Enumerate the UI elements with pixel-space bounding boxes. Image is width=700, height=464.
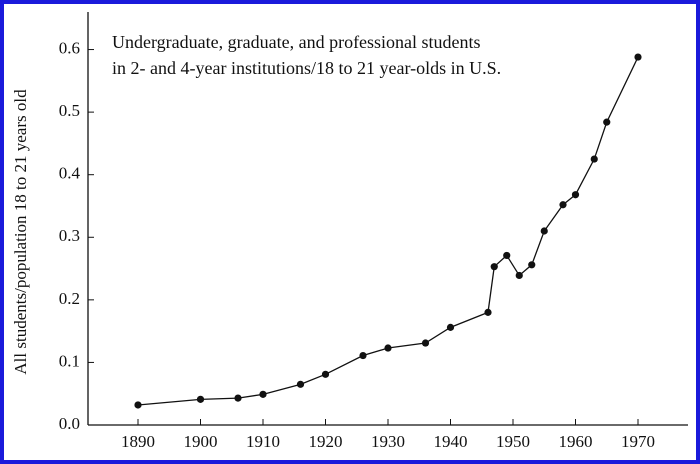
y-tick-label: 0.6 — [59, 38, 80, 57]
x-tick-label: 1890 — [121, 432, 155, 451]
point — [421, 339, 430, 347]
point — [134, 401, 142, 409]
x-tick-label: 1960 — [559, 432, 593, 451]
annotation-line: in 2- and 4-year institutions/18 to 21 y… — [112, 58, 501, 78]
x-tick-label: 1950 — [496, 432, 530, 451]
x-tick-label: 1930 — [371, 432, 405, 451]
y-tick-label: 0.4 — [59, 164, 81, 183]
point — [234, 394, 242, 402]
point — [559, 201, 567, 209]
y-tick-label: 0.1 — [59, 351, 80, 370]
point — [634, 53, 642, 61]
point — [571, 191, 580, 199]
x-tick-label: 1940 — [434, 432, 468, 451]
point — [603, 118, 611, 126]
point — [296, 380, 305, 388]
point — [384, 344, 392, 352]
x-tick-label: 1920 — [309, 432, 343, 451]
point — [590, 155, 598, 163]
annotation-line: Undergraduate, graduate, and professiona… — [112, 32, 481, 52]
line — [137, 56, 639, 406]
point — [540, 227, 548, 235]
y-tick-label: 0.3 — [59, 226, 80, 245]
x-tick-label: 1900 — [184, 432, 218, 451]
x-tick-label: 1910 — [246, 432, 280, 451]
point — [528, 261, 536, 269]
point — [484, 308, 492, 316]
y-tick-label: 0.5 — [59, 101, 80, 120]
y-axis-label: All students/population 18 to 21 years o… — [11, 89, 30, 375]
point — [503, 251, 511, 260]
point — [446, 323, 455, 331]
point — [359, 351, 367, 360]
point — [515, 271, 523, 280]
y-tick-label: 0.2 — [59, 289, 80, 308]
point — [321, 370, 330, 378]
point — [259, 390, 267, 398]
point — [196, 395, 205, 403]
y-tick-label: 0.0 — [59, 414, 80, 433]
x-tick-label: 1970 — [621, 432, 655, 451]
point — [490, 263, 498, 271]
